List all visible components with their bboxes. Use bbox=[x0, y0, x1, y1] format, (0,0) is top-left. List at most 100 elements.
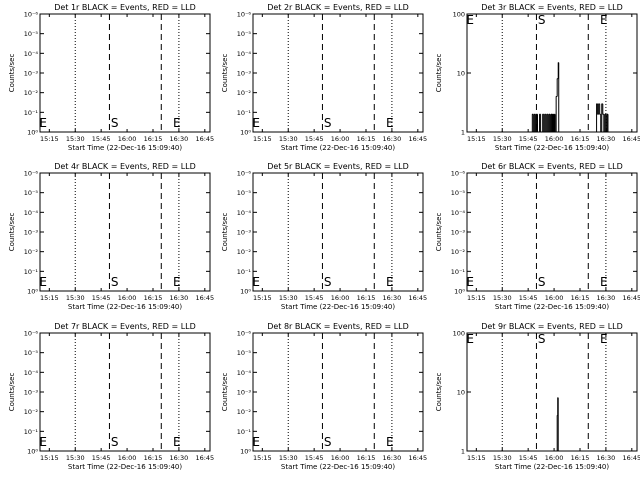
p8-event-marker-s: S bbox=[324, 435, 332, 449]
p2-y-axis-label: Counts/sec bbox=[221, 54, 229, 93]
p6-plot-frame bbox=[466, 172, 638, 292]
p9-y-axis-label: Counts/sec bbox=[435, 373, 443, 412]
p7-x-tick-label: 16:00 bbox=[118, 454, 137, 462]
p8-plot-frame bbox=[252, 332, 424, 452]
p2-x-tick-label: 16:00 bbox=[331, 135, 350, 143]
p2-x-tick-label: 16:15 bbox=[357, 135, 376, 143]
p4-event-marker-e: E bbox=[39, 275, 47, 289]
p9-x-tick-label: 16:45 bbox=[622, 454, 640, 462]
p4-y-tick-label: 10⁻² bbox=[24, 248, 39, 256]
p9-x-tick-label: 16:30 bbox=[597, 454, 616, 462]
p6-y-tick-label: 10⁻⁴ bbox=[451, 209, 466, 217]
p2-y-tick-label: 10⁻¹ bbox=[237, 109, 252, 117]
p5-x-axis-label: Start Time (22-Dec-16 15:09:40) bbox=[281, 303, 395, 311]
p5-event-marker-e: E bbox=[386, 275, 394, 289]
p4-x-axis-label: Start Time (22-Dec-16 15:09:40) bbox=[68, 303, 182, 311]
p4-x-tick-label: 16:45 bbox=[195, 294, 214, 302]
p7-event-marker-e: E bbox=[173, 435, 181, 449]
p2-y-tick-label: 10⁻⁴ bbox=[237, 50, 252, 58]
p3-y-tick-label: 100 bbox=[453, 11, 465, 19]
p4-x-tick-label: 15:30 bbox=[66, 294, 85, 302]
p4-y-axis-label: Counts/sec bbox=[8, 213, 16, 252]
p8-y-tick-label: 10⁻³ bbox=[237, 389, 252, 397]
p1-y-tick-label: 10⁰ bbox=[27, 129, 38, 137]
p4-y-tick-label: 10⁻¹ bbox=[24, 268, 39, 276]
p2-x-tick-label: 16:45 bbox=[408, 135, 427, 143]
p7-chart-title: Det 7r BLACK = Events, RED = LLD bbox=[54, 322, 196, 331]
p9-y-tick-label: 1 bbox=[461, 448, 465, 456]
p3-x-axis-label: Start Time (22-Dec-16 15:09:40) bbox=[495, 144, 609, 152]
p6-chart-title: Det 6r BLACK = Events, RED = LLD bbox=[481, 162, 623, 171]
p1-x-tick-label: 16:30 bbox=[170, 135, 189, 143]
p6-event-marker-e: E bbox=[466, 275, 474, 289]
p4-y-tick-label: 10⁻⁴ bbox=[24, 209, 39, 217]
p1-y-axis-label: Counts/sec bbox=[8, 54, 16, 93]
p5-y-tick-label: 10⁻⁶ bbox=[237, 170, 252, 178]
p6-y-tick-label: 10⁻⁵ bbox=[451, 189, 466, 197]
p3-event-marker-s: S bbox=[538, 13, 546, 27]
p5-event-marker-e: E bbox=[252, 275, 260, 289]
p6-x-tick-label: 16:30 bbox=[597, 294, 616, 302]
p6-y-tick-label: 10⁻¹ bbox=[451, 268, 466, 276]
p8-x-tick-label: 15:15 bbox=[253, 454, 272, 462]
p2-x-tick-label: 15:45 bbox=[305, 135, 324, 143]
p4-y-tick-label: 10⁻⁶ bbox=[24, 170, 39, 178]
p8-y-tick-label: 10⁻² bbox=[237, 408, 252, 416]
p3-y-axis-label: Counts/sec bbox=[435, 54, 443, 93]
p2-event-marker-s: S bbox=[324, 116, 332, 130]
p8-x-tick-label: 15:30 bbox=[279, 454, 298, 462]
p7-event-marker-s: S bbox=[111, 435, 119, 449]
p1-y-tick-label: 10⁻⁴ bbox=[24, 50, 39, 58]
p7-y-axis-label: Counts/sec bbox=[8, 373, 16, 412]
p1-x-tick-label: 16:15 bbox=[144, 135, 163, 143]
p4-x-tick-label: 15:45 bbox=[92, 294, 111, 302]
p9-y-tick-label: 10 bbox=[457, 389, 465, 397]
p8-x-tick-label: 16:15 bbox=[357, 454, 376, 462]
p3-x-tick-label: 16:45 bbox=[622, 135, 640, 143]
p3-x-tick-label: 16:00 bbox=[545, 135, 564, 143]
p8-event-marker-e: E bbox=[252, 435, 260, 449]
p3-x-tick-label: 15:45 bbox=[519, 135, 538, 143]
p6-x-tick-label: 16:00 bbox=[545, 294, 564, 302]
p2-x-tick-label: 16:30 bbox=[383, 135, 402, 143]
p9-x-tick-label: 16:15 bbox=[571, 454, 590, 462]
p4-chart-title: Det 4r BLACK = Events, RED = LLD bbox=[54, 162, 196, 171]
p1-x-tick-label: 16:00 bbox=[118, 135, 137, 143]
p2-y-tick-label: 10⁻³ bbox=[237, 70, 252, 78]
p6-x-tick-label: 15:15 bbox=[467, 294, 486, 302]
p9-event-marker-e: E bbox=[600, 332, 608, 346]
p1-y-tick-label: 10⁻⁵ bbox=[24, 30, 39, 38]
p3-data-point bbox=[608, 131, 610, 133]
p8-x-axis-label: Start Time (22-Dec-16 15:09:40) bbox=[281, 463, 395, 471]
p7-x-tick-label: 15:45 bbox=[92, 454, 111, 462]
p2-y-tick-label: 10⁻² bbox=[237, 89, 252, 97]
p5-event-marker-s: S bbox=[324, 275, 332, 289]
p3-y-tick-label: 1 bbox=[461, 129, 465, 137]
p1-y-tick-label: 10⁻⁶ bbox=[24, 11, 39, 19]
p3-event-marker-e: E bbox=[466, 13, 474, 27]
p6-event-marker-s: S bbox=[538, 275, 546, 289]
p7-x-tick-label: 16:15 bbox=[144, 454, 163, 462]
p4-event-marker-e: E bbox=[173, 275, 181, 289]
p6-y-axis-label: Counts/sec bbox=[435, 213, 443, 252]
p1-x-tick-label: 15:30 bbox=[66, 135, 85, 143]
p4-y-tick-label: 10⁻⁵ bbox=[24, 189, 39, 197]
p8-x-tick-label: 16:00 bbox=[331, 454, 350, 462]
p9-x-tick-label: 15:30 bbox=[493, 454, 512, 462]
p4-y-tick-label: 10⁰ bbox=[27, 288, 38, 296]
p1-y-tick-label: 10⁻¹ bbox=[24, 109, 39, 117]
p1-plot-frame bbox=[39, 13, 211, 133]
p6-y-tick-label: 10⁻² bbox=[451, 248, 466, 256]
p7-y-tick-label: 10⁰ bbox=[27, 448, 38, 456]
p8-chart-title: Det 8r BLACK = Events, RED = LLD bbox=[267, 322, 409, 331]
p2-y-tick-label: 10⁻⁶ bbox=[237, 11, 252, 19]
p1-event-marker-e: E bbox=[39, 116, 47, 130]
p9-event-marker-s: S bbox=[538, 332, 546, 346]
p4-x-tick-label: 16:15 bbox=[144, 294, 163, 302]
p6-y-tick-label: 10⁰ bbox=[454, 288, 465, 296]
p5-x-tick-label: 16:45 bbox=[408, 294, 427, 302]
p6-x-tick-label: 16:45 bbox=[622, 294, 640, 302]
p1-x-tick-label: 16:45 bbox=[195, 135, 214, 143]
p6-y-tick-label: 10⁻⁶ bbox=[451, 170, 466, 178]
p2-event-marker-e: E bbox=[386, 116, 394, 130]
